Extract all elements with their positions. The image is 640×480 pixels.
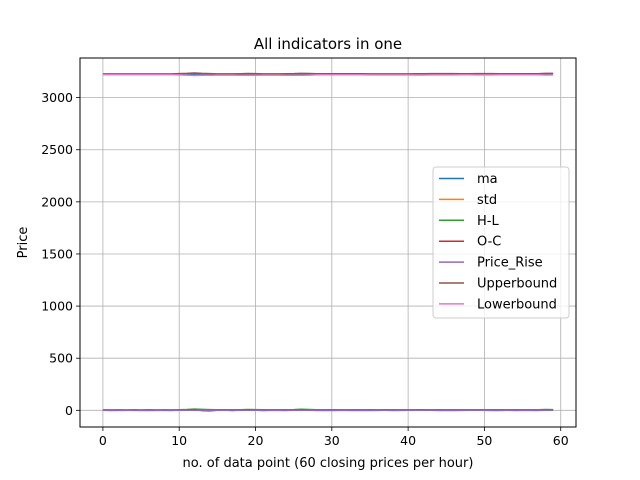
plot-frame — [79, 57, 577, 428]
x-tick-label: 40 — [400, 433, 416, 448]
legend-label-price-rise: Price_Rise — [477, 256, 543, 271]
x-axis-title: no. of data point (60 closing prices per… — [183, 456, 474, 471]
x-tick-label: 10 — [171, 433, 187, 448]
y-axis-title: Price — [16, 227, 31, 259]
y-tick-label: 1000 — [41, 299, 73, 314]
y-tick-label: 1500 — [41, 246, 73, 261]
legend-box — [432, 166, 570, 319]
chart-title: All indicators in one — [254, 35, 402, 53]
legend-label-h-l: H-L — [477, 214, 499, 229]
x-tick-label: 0 — [99, 433, 107, 448]
legend-label-ma: ma — [477, 172, 498, 187]
y-tick-label: 2000 — [41, 194, 73, 209]
x-tick-label: 20 — [248, 433, 264, 448]
x-tick-label: 50 — [476, 433, 492, 448]
legend: ma std H-L O-C Price_Rise Upperbound Lowerboun… — [432, 166, 570, 319]
y-tick-label: 2500 — [41, 142, 73, 157]
legend-label-upperbound: Upperbound — [477, 277, 557, 292]
series-line-upperbound — [102, 72, 554, 75]
legend-label-std: std — [477, 193, 497, 208]
series-lines — [102, 72, 554, 412]
x-tick-label: 60 — [553, 433, 569, 448]
x-axis-ticks: 0 10 20 30 40 50 60 — [99, 427, 569, 448]
y-tick-label: 3000 — [41, 90, 73, 105]
x-tick-label: 30 — [324, 433, 340, 448]
y-tick-label: 500 — [49, 351, 73, 366]
series-line-lowerbound — [102, 73, 554, 77]
y-axis-ticks: 0 500 1000 1500 2000 2500 3000 — [41, 90, 80, 418]
y-tick-label: 0 — [65, 403, 73, 418]
legend-label-lowerbound: Lowerbound — [477, 297, 557, 312]
legend-label-o-c: O-C — [477, 235, 501, 250]
